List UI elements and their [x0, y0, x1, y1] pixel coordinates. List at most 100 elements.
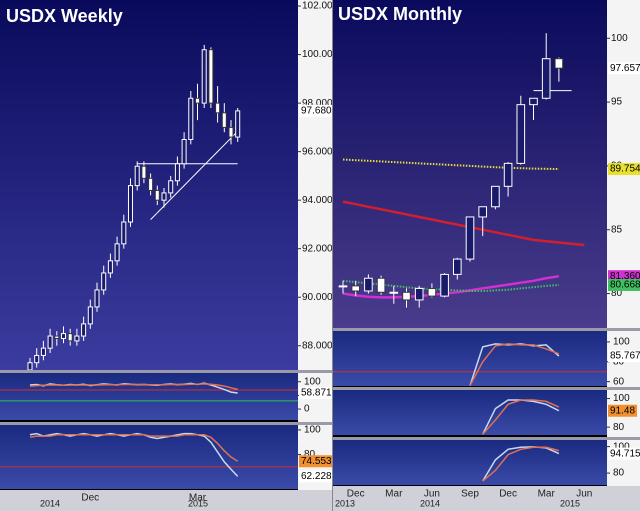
y-tick-label: 90.000 [302, 292, 333, 303]
candle-body [389, 291, 399, 294]
candle-body [121, 221, 127, 245]
y-tick-label: 98.000 [302, 98, 333, 109]
candle-body [107, 260, 113, 274]
candle-body [67, 333, 73, 342]
year-label: 2015 [560, 498, 580, 508]
candle-body [491, 185, 500, 208]
overlay-line [150, 130, 239, 220]
x-axis-strip [0, 490, 332, 511]
chart-title: USDX Monthly [338, 4, 462, 24]
last-value-label: 89.754 [610, 164, 640, 175]
candle-body [221, 112, 227, 128]
panel-separator [333, 328, 640, 331]
candle-body [148, 177, 154, 191]
year-label: 2015 [188, 498, 208, 508]
y-tick-label: 85 [611, 224, 623, 235]
indicator-line [482, 399, 560, 435]
panel-separator [0, 370, 332, 373]
y-tick-label: 80 [613, 422, 625, 433]
candle-body [465, 216, 475, 260]
last-value-label: 97.657 [610, 63, 640, 74]
candle-body [81, 323, 87, 337]
candle-body [440, 273, 449, 297]
candle-body [27, 362, 33, 371]
indicator-line [482, 446, 560, 482]
year-label: 2014 [40, 498, 60, 508]
x-axis-strip [333, 486, 640, 511]
y-tick-label: 60 [613, 376, 625, 387]
chart-title: USDX Weekly [6, 6, 123, 26]
candle-body [141, 165, 147, 179]
last-value-label: 81.360 [610, 271, 640, 282]
x-tick-label: Mar [538, 489, 556, 500]
candle-body [414, 287, 424, 301]
candle-body [181, 139, 187, 165]
x-tick-label: Mar [385, 489, 403, 500]
candle-body [174, 163, 180, 182]
y-tick-label: 102.000 [302, 1, 339, 12]
indicator-background [0, 373, 298, 420]
candle-body [114, 243, 120, 262]
candle-body [427, 287, 437, 297]
candle-body [541, 58, 551, 99]
candle-body [54, 335, 60, 339]
last-value-label: 80.668 [610, 280, 640, 291]
plot-background [333, 0, 607, 328]
overlay-line [342, 158, 559, 171]
x-tick-label: Jun [424, 489, 440, 500]
chart-divider [332, 0, 333, 511]
x-tick-label: Dec [81, 493, 99, 504]
y-tick-label: 80 [611, 288, 623, 299]
last-value-label: 97.680 [301, 106, 332, 117]
indicator-background [333, 390, 607, 435]
last-value-box [299, 104, 334, 117]
candle-body [478, 206, 488, 218]
candle-body [516, 104, 526, 164]
candle-body [235, 110, 241, 138]
y-tick-label: 100 [613, 337, 630, 348]
candle-body [351, 285, 361, 292]
last-value-label: 58.871 [301, 388, 332, 399]
last-value-box [608, 279, 640, 292]
candle-body [503, 162, 513, 187]
candle-body [208, 49, 214, 104]
last-value-box [608, 62, 640, 75]
candle-body [94, 289, 100, 308]
candle-body [74, 335, 80, 342]
candle-body [376, 277, 386, 293]
candle-body [554, 58, 564, 69]
indicator-background [333, 331, 607, 386]
indicator-background [333, 440, 607, 485]
last-value-box [299, 386, 334, 399]
axis-strip [298, 0, 332, 490]
candle-body [194, 97, 201, 104]
candle-body [168, 180, 174, 194]
y-tick-label: 100 [613, 393, 630, 404]
last-value-label: 74.5532 [301, 456, 338, 467]
candle-body [134, 165, 140, 187]
indicator-background [0, 425, 298, 489]
y-tick-label: 80 [304, 449, 316, 460]
y-tick-label: 80 [613, 468, 625, 479]
candle-body [215, 102, 221, 114]
candle-body [40, 347, 46, 356]
x-tick-label: Mar [189, 493, 207, 504]
x-tick-label: Dec [499, 489, 517, 500]
y-tick-label: 95 [611, 97, 623, 108]
panel-separator [333, 387, 640, 390]
candle-body [188, 97, 194, 141]
indicator-line [29, 383, 238, 391]
last-value-box [299, 470, 340, 483]
candle-body [101, 272, 107, 291]
y-tick-label: 100 [304, 425, 321, 436]
y-tick-label: 92.000 [302, 243, 333, 254]
candle-body [402, 291, 411, 301]
last-value-label: 91.48 [610, 405, 635, 416]
y-tick-label: 100 [613, 441, 630, 452]
x-tick-label: Dec [347, 489, 365, 500]
y-tick-label: 100 [304, 376, 321, 387]
candle-body [364, 277, 373, 292]
year-label: 2013 [335, 498, 355, 508]
last-value-box [608, 350, 640, 363]
